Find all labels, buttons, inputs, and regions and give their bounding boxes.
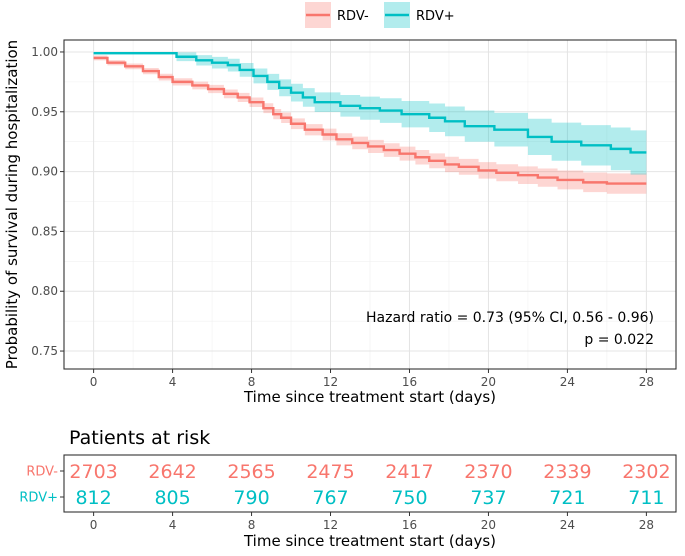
risk-table-x-axis-title: Time since treatment start (days) — [243, 532, 496, 550]
legend: RDV- RDV+ — [305, 2, 455, 28]
risk-count: 2302 — [622, 461, 670, 483]
legend-label: RDV+ — [416, 9, 455, 24]
risk-count: 2475 — [306, 461, 354, 483]
risk-table-panel: RDV- 2703 2642 2565 2475 2417 2370 2339 2302 RDV+… — [19, 454, 677, 532]
x-tick-label: 8 — [248, 375, 256, 389]
hazard-ratio-annotation: Hazard ratio = 0.73 (95% CI, 0.56 - 0.96… — [366, 310, 654, 326]
risk-x-tick-label: 0 — [90, 518, 98, 532]
x-axis-title: Time since treatment start (days) — [243, 388, 496, 406]
risk-count: 2565 — [227, 461, 275, 483]
risk-x-tick-label: 20 — [481, 518, 496, 532]
risk-count: 790 — [233, 487, 269, 509]
x-tick-label: 0 — [90, 375, 98, 389]
risk-count: 750 — [391, 487, 427, 509]
risk-count: 2417 — [385, 461, 433, 483]
confidence-band-rdvplus — [93, 51, 647, 176]
survival-plot-panel: 0.75 0.80 0.85 0.90 0.95 1.00 0 4 8 12 16 20 24 28 — [31, 39, 677, 389]
x-tick-label: 12 — [323, 375, 338, 389]
x-tick-label: 20 — [481, 375, 496, 389]
risk-count: 711 — [628, 487, 664, 509]
x-tick-label: 28 — [639, 375, 654, 389]
risk-count: 812 — [75, 487, 111, 509]
x-tick-label: 16 — [402, 375, 417, 389]
y-tick-label: 0.90 — [31, 165, 58, 179]
confidence-band-rdvminus — [93, 55, 647, 195]
survival-curve-rdvplus — [93, 51, 647, 154]
risk-count: 2370 — [464, 461, 512, 483]
risk-count: 767 — [312, 487, 348, 509]
y-tick-label: 0.80 — [31, 284, 58, 298]
y-tick-label: 0.75 — [31, 344, 58, 358]
x-tick-label: 4 — [169, 375, 177, 389]
risk-table-title: Patients at risk — [69, 427, 210, 449]
risk-count: 737 — [470, 487, 506, 509]
risk-x-tick-label: 12 — [323, 518, 338, 532]
risk-count: 2339 — [543, 461, 591, 483]
risk-x-tick-label: 28 — [639, 518, 654, 532]
risk-row-label: RDV+ — [19, 491, 58, 506]
risk-count: 805 — [154, 487, 190, 509]
survival-curve-rdvminus — [93, 56, 647, 185]
x-tick-label: 24 — [560, 375, 575, 389]
risk-count: 2642 — [148, 461, 196, 483]
y-axis-title: Probability of survival during hospitali… — [3, 40, 21, 369]
risk-x-tick-label: 24 — [560, 518, 575, 532]
risk-x-tick-label: 16 — [402, 518, 417, 532]
plot-border — [63, 39, 677, 370]
risk-x-tick-label: 4 — [169, 518, 177, 532]
risk-table-border — [63, 454, 677, 513]
y-tick-label: 0.95 — [31, 105, 58, 119]
legend-label: RDV- — [337, 9, 369, 24]
risk-count: 721 — [549, 487, 585, 509]
risk-count: 2703 — [69, 461, 117, 483]
risk-row-label: RDV- — [26, 465, 58, 480]
y-tick-label: 1.00 — [31, 45, 58, 59]
y-tick-label: 0.85 — [31, 224, 58, 238]
risk-x-tick-label: 8 — [248, 518, 256, 532]
p-value-annotation: p = 0.022 — [584, 332, 654, 348]
